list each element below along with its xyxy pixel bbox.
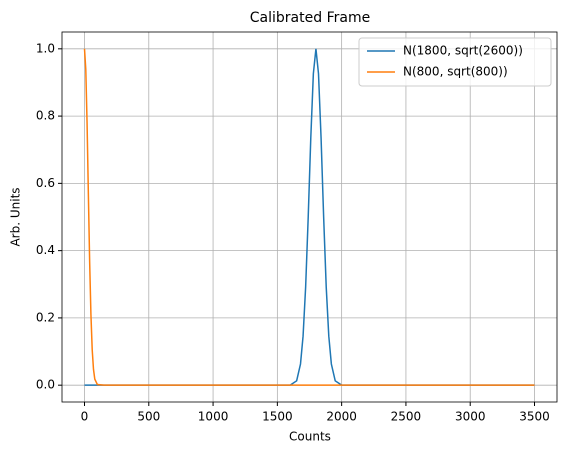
y-tick-label: 0.6 [36,176,55,190]
x-axis-label: Counts [289,430,331,444]
line [84,48,535,386]
legend-label: N(800, sqrt(800)) [403,65,508,79]
line [83,48,535,386]
x-tick-label: 3000 [455,410,486,424]
legend-box [358,37,552,87]
y-tick-label: 0.0 [36,378,55,392]
x-tick-label: 2500 [391,410,422,424]
legend: N(1800, sqrt(2600)) N(800, sqrt(800)) [358,37,552,87]
x-tick-label: 500 [137,410,160,424]
x-tick-label: 1500 [262,410,293,424]
axes-frame [61,31,558,403]
chart-title: Calibrated Frame [250,10,370,26]
y-tick-label: 1.0 [36,41,55,55]
y-tick-label: 0.8 [36,109,55,123]
y-tick-label: 0.4 [36,243,55,257]
y-tick-label: 0.2 [36,310,55,324]
y-axis-label: Arb. Units [9,187,23,246]
x-tick-label: 3500 [519,410,550,424]
x-tick-label: 0 [81,410,89,424]
legend-label: N(1800, sqrt(2600)) [403,44,523,58]
x-tick-label: 1000 [198,410,229,424]
x-tick-label: 2000 [326,410,357,424]
